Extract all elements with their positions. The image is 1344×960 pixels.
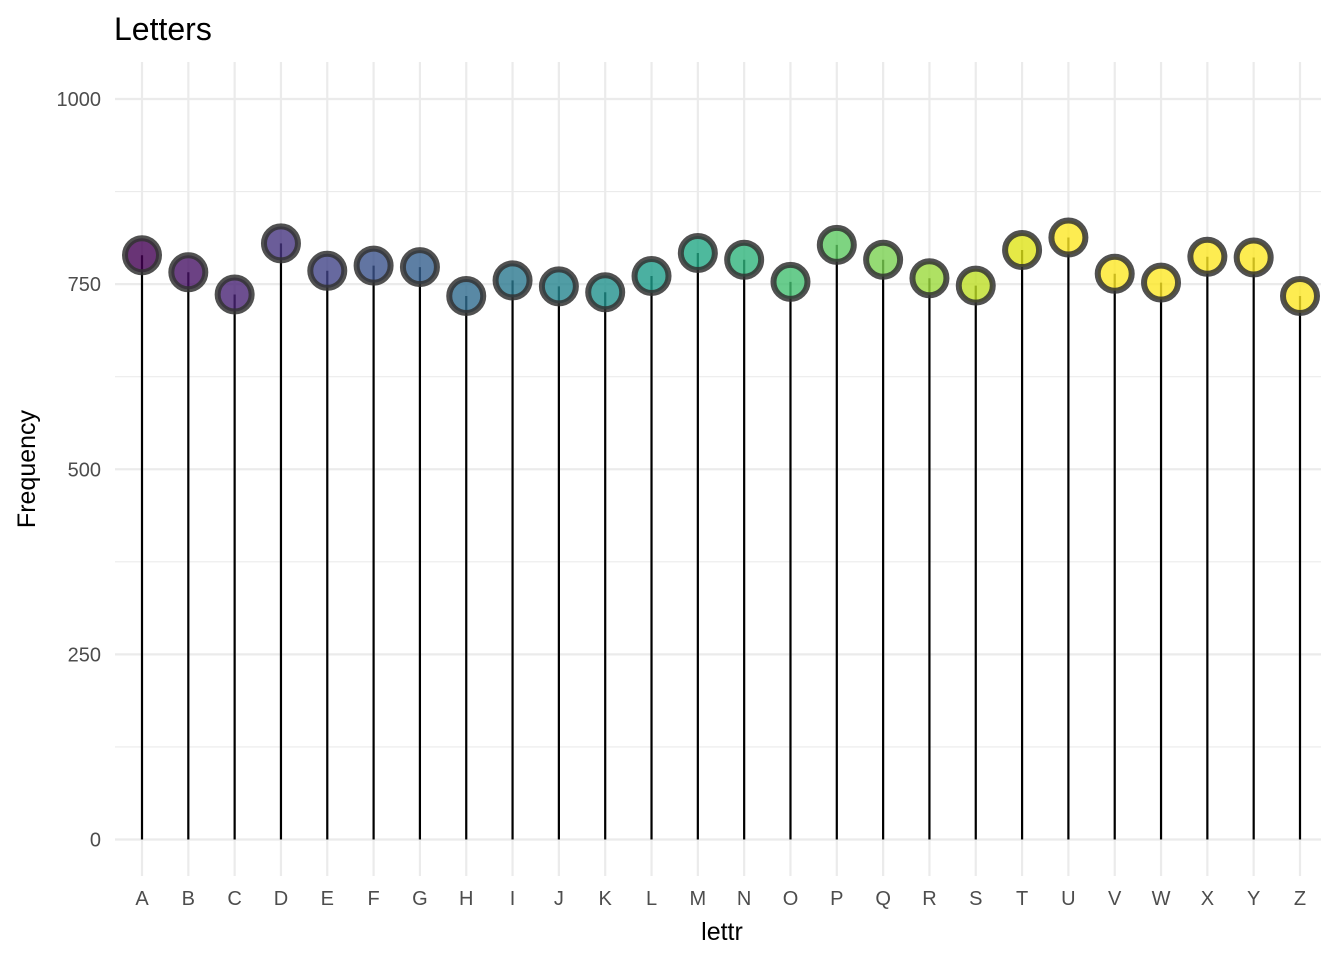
- lollipop-point: [863, 239, 904, 280]
- lollipop-point: [909, 258, 950, 299]
- lollipop-point: [1002, 230, 1043, 271]
- x-tick-label: K: [599, 888, 613, 910]
- lollipop-point: [492, 260, 533, 301]
- y-tick-label: 500: [68, 459, 101, 481]
- x-tick-label: A: [135, 888, 149, 910]
- x-tick-label: U: [1061, 888, 1075, 910]
- lollipop-point: [770, 261, 811, 302]
- y-tick-label: 1000: [57, 89, 102, 111]
- y-tick-label: 0: [90, 830, 101, 852]
- lollipop-point: [955, 265, 996, 306]
- lollipop-point: [307, 250, 348, 291]
- lollipop-point: [1280, 275, 1320, 316]
- chart-title: Letters: [114, 11, 212, 47]
- lollipop-point: [1094, 253, 1135, 294]
- x-tick-label: R: [922, 888, 936, 910]
- x-tick-label: W: [1152, 888, 1171, 910]
- x-axis-ticks: A B C D E F G H I J K L M N O P Q R S T U V W X Y Z: [135, 888, 1306, 910]
- lollipop-point: [631, 255, 672, 296]
- x-tick-label: H: [459, 888, 473, 910]
- y-axis-title: Frequency: [13, 409, 41, 528]
- x-tick-label: S: [969, 888, 982, 910]
- x-axis-title: lettr: [701, 918, 743, 946]
- x-tick-label: L: [646, 888, 657, 910]
- lollipop-point: [585, 272, 626, 313]
- lollipop-point: [538, 266, 579, 307]
- lollipop-point: [816, 224, 857, 265]
- x-tick-label: J: [554, 888, 564, 910]
- lollipop-point: [214, 274, 255, 315]
- lollipop-point: [446, 275, 487, 316]
- point-layer: [122, 217, 1320, 316]
- stem-layer: [140, 237, 1302, 840]
- lollipop-point: [724, 239, 765, 280]
- lollipop-point: [260, 223, 301, 264]
- y-tick-label: 750: [68, 274, 101, 296]
- x-tick-label: Z: [1294, 888, 1306, 910]
- x-tick-label: B: [182, 888, 195, 910]
- lollipop-point: [1141, 262, 1182, 303]
- x-tick-label: X: [1201, 888, 1214, 910]
- lollipop-point: [677, 233, 718, 274]
- x-tick-label: N: [737, 888, 751, 910]
- x-tick-label: T: [1016, 888, 1028, 910]
- x-tick-label: Y: [1247, 888, 1260, 910]
- x-tick-label: D: [274, 888, 288, 910]
- lollipop-point: [168, 252, 209, 293]
- x-tick-label: F: [367, 888, 379, 910]
- lollipop-point: [1233, 237, 1274, 278]
- y-tick-label: 250: [68, 644, 101, 666]
- x-tick-label: Q: [875, 888, 891, 910]
- grid-layer: [115, 62, 1321, 876]
- x-tick-label: V: [1108, 888, 1122, 910]
- lollipop-point: [353, 245, 394, 286]
- x-tick-label: E: [321, 888, 334, 910]
- x-tick-label: M: [690, 888, 707, 910]
- lollipop-point: [399, 247, 440, 288]
- y-axis-ticks: 0 250 500 750 1000: [57, 89, 102, 852]
- lollipop-point: [122, 235, 162, 276]
- lollipop-point: [1048, 217, 1089, 258]
- x-tick-label: G: [412, 888, 428, 910]
- x-tick-label: O: [783, 888, 799, 910]
- lollipop-point: [1187, 236, 1228, 277]
- x-tick-label: C: [227, 888, 241, 910]
- x-tick-label: P: [830, 888, 843, 910]
- x-tick-label: I: [510, 888, 516, 910]
